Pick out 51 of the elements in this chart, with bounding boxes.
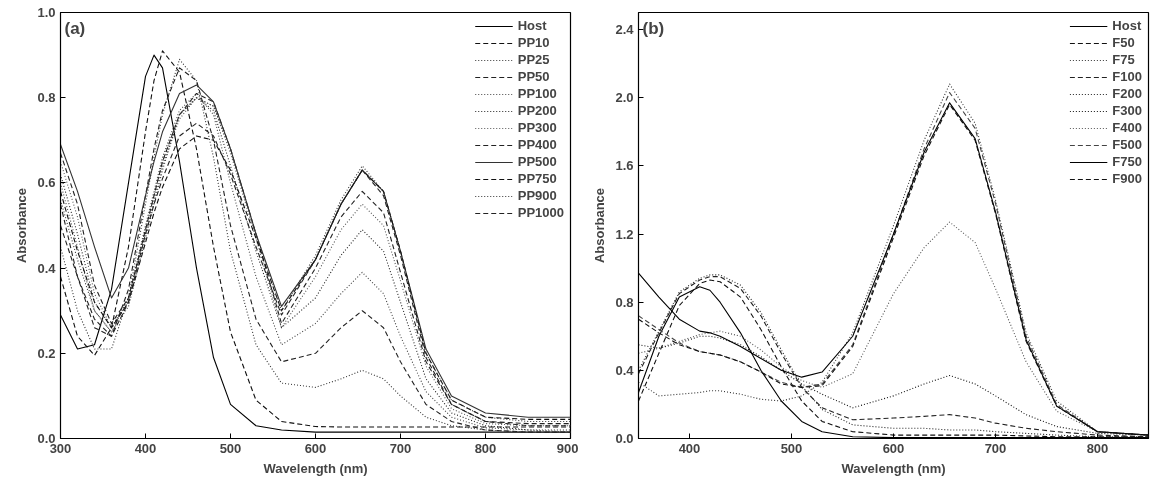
- y-axis-title: Absorbance: [14, 187, 30, 264]
- y-tick-label: 0.4: [615, 362, 635, 378]
- legend-label: PP100: [517, 86, 557, 101]
- legend-label: PP750: [517, 171, 557, 186]
- y-tick-label: 1.0: [37, 5, 56, 20]
- legend-label: F75: [1112, 52, 1135, 67]
- x-tick-label: 400: [678, 440, 701, 456]
- x-tick-label: 800: [1086, 440, 1109, 456]
- annotation: (b): [642, 18, 665, 38]
- legend-label: F300: [1112, 103, 1142, 118]
- x-tick-label: 700: [389, 440, 412, 456]
- legend-label: F900: [1112, 171, 1142, 186]
- y-tick-label: 0.6: [37, 175, 56, 191]
- y-tick-label: 2.0: [615, 90, 634, 106]
- legend-label: F50: [1112, 35, 1135, 50]
- y-tick-label: 0.8: [37, 90, 56, 106]
- y-tick-label: 2.4: [615, 22, 635, 38]
- y-tick-label: 0.0: [615, 431, 634, 446]
- x-tick-label: 800: [474, 440, 497, 456]
- x-tick-label: 700: [984, 440, 1007, 456]
- x-tick-label: 900: [556, 440, 579, 456]
- legend-label: F200: [1112, 86, 1142, 101]
- legend-label: PP400: [517, 137, 557, 152]
- y-tick-label: 0.2: [37, 345, 56, 361]
- legend-label: PP1000: [517, 205, 564, 220]
- legend-label: F400: [1112, 120, 1142, 135]
- legend-label: PP10: [517, 35, 550, 50]
- legend-label: Host: [517, 18, 547, 33]
- legend-label: F100: [1112, 69, 1142, 84]
- legend-label: PP500: [517, 154, 557, 169]
- x-tick-label: 400: [134, 440, 157, 456]
- x-tick-label: 500: [219, 440, 242, 456]
- x-tick-label: 500: [780, 440, 803, 456]
- legend-label: PP25: [517, 52, 550, 67]
- legend-label: PP50: [517, 69, 550, 84]
- y-tick-label: 1.6: [615, 158, 634, 174]
- legend-label: PP200: [517, 103, 557, 118]
- legend-label: F500: [1112, 137, 1142, 152]
- y-tick-label: 0.8: [615, 294, 634, 310]
- x-tick-label: 600: [304, 440, 327, 456]
- y-axis-title: Absorbance: [592, 187, 608, 264]
- x-axis-title: Wavelength (nm): [263, 460, 368, 476]
- legend-label: F750: [1112, 154, 1142, 169]
- legend-label: PP300: [517, 120, 557, 135]
- legend-label: Host: [1112, 18, 1142, 33]
- annotation: (a): [64, 18, 86, 38]
- x-axis-title: Wavelength (nm): [841, 460, 946, 476]
- y-tick-label: 0.4: [37, 260, 57, 276]
- x-tick-label: 600: [882, 440, 905, 456]
- y-tick-label: 1.2: [615, 226, 634, 242]
- legend-label: PP900: [517, 188, 557, 203]
